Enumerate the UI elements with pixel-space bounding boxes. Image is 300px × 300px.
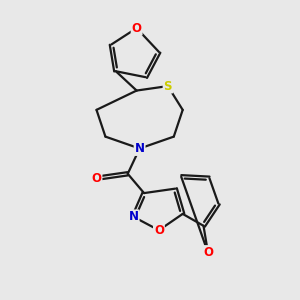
Text: N: N — [135, 142, 145, 155]
Text: S: S — [164, 80, 172, 93]
Text: N: N — [129, 210, 139, 224]
Text: O: O — [203, 246, 213, 259]
Text: O: O — [132, 22, 142, 34]
Text: O: O — [92, 172, 101, 185]
Text: O: O — [154, 224, 164, 237]
